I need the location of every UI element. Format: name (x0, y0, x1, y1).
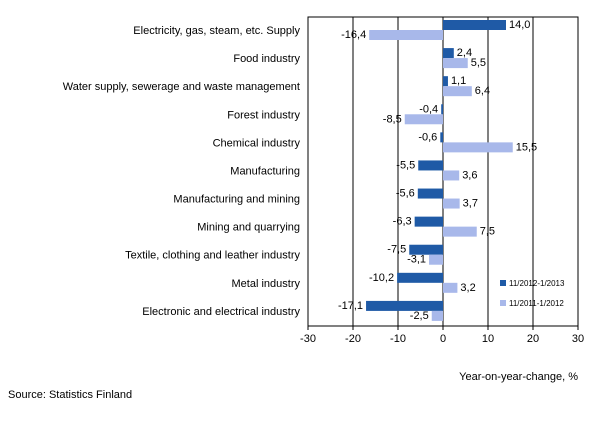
category-label-2: Water supply, sewerage and waste managem… (63, 81, 300, 93)
category-label-4: Chemical industry (213, 137, 301, 149)
value-label-s0-c10: -17,1 (338, 300, 363, 312)
bar-s1-c6 (443, 198, 460, 209)
value-label-s0-c6: -5,6 (396, 188, 415, 200)
bar-s0-c9 (397, 272, 443, 283)
value-labels: 14,0 -16,4 2,45,5 1,1 6,4 -0,4 -8,5 -0,6 15,5 -5,… (338, 19, 537, 322)
bar-s1-c2 (443, 86, 472, 97)
bar-s1-c0 (369, 30, 443, 40)
bar-s0-c1 (443, 48, 454, 59)
value-label-s1-c8: -3,1 (407, 254, 426, 266)
value-label-s1-c9: 3,2 (460, 282, 475, 294)
legend-label-0: 11/2012-1/2013 (509, 279, 565, 288)
category-label-3: Forest industry (227, 109, 300, 121)
x-tick-label-1: -20 (345, 333, 361, 345)
value-label-s1-c6: 3,7 (463, 198, 478, 210)
value-label-s1-c2: 6,4 (475, 85, 490, 97)
value-label-s0-c2: 1,1 (451, 75, 466, 87)
bar-s1-c3 (404, 114, 443, 125)
bar-s1-c5 (443, 170, 460, 181)
x-tick-label-0: -30 (300, 333, 316, 345)
bar-s0-c7 (414, 216, 443, 227)
value-label-s0-c5: -5,5 (396, 159, 415, 171)
category-label-6: Manufacturing and mining (173, 194, 300, 206)
value-label-s0-c4: -0,6 (418, 131, 437, 143)
bar-s1-c10 (431, 310, 443, 321)
x-axis-title: Year-on-year-change, % (459, 371, 578, 383)
bar-s0-c8 (409, 244, 443, 255)
category-label-5: Manufacturing (230, 165, 300, 177)
value-label-s1-c0: -16,4 (341, 29, 366, 41)
bar-s0-c6 (417, 188, 443, 199)
bars (366, 20, 513, 321)
value-label-s1-c10: -2,5 (410, 310, 429, 322)
value-label-s1-c7: 7,5 (480, 226, 495, 238)
x-tick-label-3: 0 (440, 333, 446, 345)
x-tick-label-2: -10 (390, 333, 406, 345)
bar-s0-c2 (443, 76, 448, 87)
bar-s1-c7 (443, 226, 477, 237)
x-tick-label-6: 30 (572, 333, 584, 345)
bar-s1-c9 (443, 282, 458, 293)
category-label-9: Metal industry (232, 278, 301, 290)
x-tick-label-4: 10 (482, 333, 494, 345)
source-note: Source: Statistics Finland (8, 389, 132, 401)
value-label-s1-c4: 15,5 (516, 141, 537, 153)
bar-s0-c10 (366, 300, 443, 311)
x-axis-ticks: -30 -20 -10 0 10 20 30 (300, 326, 584, 345)
legend: 11/2012-1/2013 11/2011-1/2012 (500, 279, 565, 308)
x-tick-label-5: 20 (527, 333, 539, 345)
value-label-s0-c1: 2,4 (457, 47, 472, 59)
bar-s0-c5 (418, 160, 443, 171)
category-label-8: Textile, clothing and leather industry (125, 250, 300, 262)
bar-s1-c1 (443, 58, 468, 69)
legend-label-1: 11/2011-1/2012 (509, 299, 564, 308)
category-label-10: Electronic and electrical industry (142, 306, 300, 318)
category-label-1: Food industry (233, 53, 300, 65)
value-label-s0-c7: -6,3 (393, 216, 412, 228)
category-label-7: Mining and quarrying (197, 222, 300, 234)
value-label-s1-c1: 5,5 (471, 57, 486, 69)
legend-swatch-0 (500, 280, 506, 286)
value-label-s1-c5: 3,6 (462, 169, 477, 181)
value-label-s0-c8: -7,5 (387, 244, 406, 256)
bar-s0-c3 (441, 104, 443, 115)
legend-swatch-1 (500, 300, 506, 306)
value-label-s1-c3: -8,5 (383, 113, 402, 125)
bar-s0-c0 (443, 20, 506, 30)
value-label-s0-c9: -10,2 (369, 272, 394, 284)
bar-s1-c4 (443, 142, 513, 153)
category-label-0: Electricity, gas, steam, etc. Supply (133, 25, 300, 37)
bar-s0-c4 (440, 132, 443, 143)
bar-s1-c8 (429, 254, 443, 265)
value-label-s0-c3: -0,4 (419, 103, 438, 115)
category-labels: Electricity, gas, steam, etc. Supply Food… (63, 25, 301, 318)
value-label-s0-c0: 14,0 (509, 19, 530, 31)
